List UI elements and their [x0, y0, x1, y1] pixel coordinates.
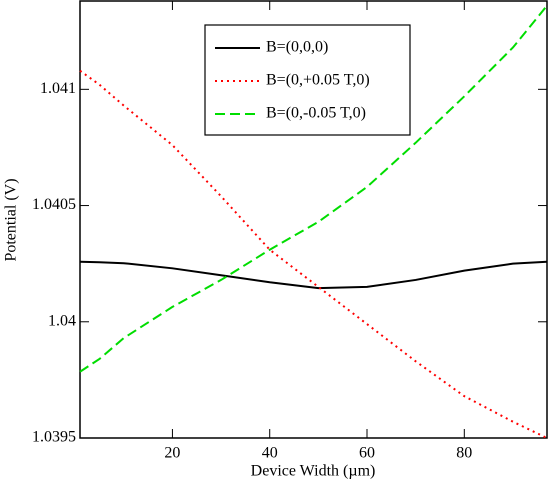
y-tick-label: 1.0395 [32, 429, 76, 446]
x-tick-label: 40 [262, 445, 278, 462]
x-axis-label: Device Width (µm) [251, 463, 376, 480]
x-tick-label: 80 [456, 445, 472, 462]
series-line [79, 260, 548, 290]
y-tick-label: 1.0405 [32, 196, 76, 213]
plot-frame [79, 0, 548, 439]
legend-label: B=(0,-0.05 T,0) [266, 105, 366, 122]
series-line [79, 5, 548, 373]
legend-label: B=(0,0,0) [266, 39, 328, 56]
x-tick-label: 20 [164, 445, 180, 462]
y-axis-label: Potential (V) [3, 178, 20, 261]
y-tick-label: 1.04 [48, 312, 76, 329]
x-tick-label: 60 [359, 445, 375, 462]
legend-label: B=(0,+0.05 T,0) [266, 72, 370, 89]
y-tick-label: 1.041 [40, 80, 76, 97]
